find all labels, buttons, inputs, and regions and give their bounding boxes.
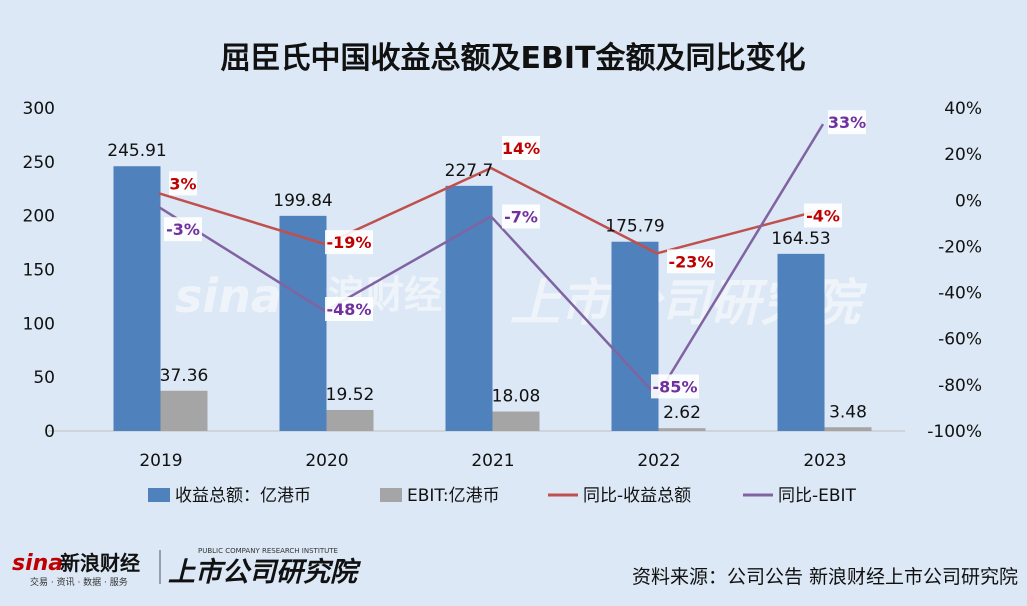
data-label-revenue: 199.84 bbox=[273, 191, 332, 211]
bar-ebit bbox=[326, 409, 374, 431]
x-tick-label: 2019 bbox=[139, 451, 182, 471]
bar-ebit bbox=[492, 411, 540, 431]
legend-swatch-revenue bbox=[148, 488, 170, 502]
data-label-ebit-yoy: -7% bbox=[504, 207, 538, 226]
watermark: sina 新浪财经 上市公司研究院 bbox=[175, 269, 868, 332]
watermark-sina-text: sina bbox=[175, 269, 282, 323]
data-label-revenue: 175.79 bbox=[605, 217, 664, 237]
y-left-tick-label: 200 bbox=[23, 207, 55, 227]
y-right-tick-label: -60% bbox=[938, 330, 982, 350]
data-label-bg-revenue-yoy bbox=[325, 230, 373, 255]
data-label-bg-revenue-yoy bbox=[667, 249, 715, 274]
y-right-tick-label: -80% bbox=[938, 376, 982, 396]
line-ebit-yoy bbox=[158, 123, 825, 398]
data-label-revenue-yoy: -23% bbox=[669, 252, 714, 271]
bar-revenue bbox=[611, 241, 659, 431]
data-label-ebit: 2.62 bbox=[663, 403, 701, 423]
y-left-tick-label: 300 bbox=[23, 99, 55, 119]
legend-label-revenue: 收益总额：亿港币 bbox=[175, 486, 311, 506]
data-label-ebit-yoy: -48% bbox=[327, 300, 372, 319]
bars bbox=[113, 166, 872, 432]
y-left-tick-label: 50 bbox=[33, 368, 55, 388]
research-logo: PUBLIC COMPANY RESEARCH INSTITUTE 上市公司研究… bbox=[168, 547, 362, 588]
data-label-ebit-yoy: -3% bbox=[166, 220, 200, 239]
lines bbox=[158, 123, 825, 398]
x-tick-label: 2020 bbox=[305, 451, 348, 471]
research-logo-text: 上市公司研究院 bbox=[168, 557, 362, 588]
bar-revenue bbox=[777, 253, 825, 431]
bar-ebit bbox=[160, 390, 208, 431]
y-left-tick-label: 250 bbox=[23, 153, 55, 173]
bar-ebit bbox=[658, 428, 706, 431]
data-label-ebit: 3.48 bbox=[829, 402, 867, 422]
data-label-ebit: 19.52 bbox=[326, 385, 375, 405]
data-label-bg-ebit-yoy bbox=[325, 297, 373, 322]
data-label-bg-revenue-yoy bbox=[169, 171, 197, 196]
sina-logo-text: sina bbox=[12, 551, 63, 576]
data-label-bg-ebit-yoy bbox=[651, 374, 699, 399]
data-label-bg-ebit-yoy bbox=[164, 217, 202, 242]
y-right-tick-label: -40% bbox=[938, 284, 982, 304]
data-label-revenue: 245.91 bbox=[107, 141, 166, 161]
data-label-ebit: 18.08 bbox=[492, 387, 541, 407]
legend: 收益总额：亿港币 EBIT:亿港币 同比-收益总额 同比-EBIT bbox=[148, 486, 857, 506]
y-left-tick-label: 100 bbox=[23, 314, 55, 334]
source-note: 资料来源：公司公告 新浪财经上市公司研究院 bbox=[632, 566, 1018, 588]
sina-finance-text: 新浪财经 bbox=[60, 551, 140, 575]
data-label-ebit: 37.36 bbox=[160, 366, 209, 386]
legend-label-ebit-yoy: 同比-EBIT bbox=[778, 486, 857, 506]
bar-revenue bbox=[445, 185, 493, 431]
bar-revenue bbox=[113, 166, 161, 432]
research-logo-en: PUBLIC COMPANY RESEARCH INSTITUTE bbox=[198, 547, 338, 555]
y-right-tick-label: -20% bbox=[938, 237, 982, 257]
data-label-ebit-yoy: 33% bbox=[828, 113, 866, 132]
data-label-bg-revenue-yoy bbox=[502, 135, 540, 160]
data-label-bg-revenue-yoy bbox=[804, 203, 842, 228]
y-right-tick-label: 40% bbox=[944, 99, 982, 119]
bar-ebit bbox=[824, 427, 872, 431]
line-revenue-yoy bbox=[158, 166, 824, 255]
y-right-tick-label: 0% bbox=[955, 191, 982, 211]
sina-tagline: 交易 · 资讯 · 数据 · 服务 bbox=[30, 576, 128, 588]
sina-logo: sina 新浪财经 交易 · 资讯 · 数据 · 服务 bbox=[12, 551, 140, 588]
data-label-revenue-yoy: 3% bbox=[169, 174, 196, 193]
x-tick-label: 2021 bbox=[471, 451, 514, 471]
bar-revenue bbox=[279, 215, 327, 431]
data-label-bg-ebit-yoy bbox=[828, 110, 866, 135]
data-label-revenue-yoy: -4% bbox=[806, 207, 840, 226]
x-tick-label: 2022 bbox=[637, 451, 680, 471]
data-label-revenue-yoy: -19% bbox=[327, 233, 372, 252]
data-label-revenue: 227.7 bbox=[445, 161, 494, 181]
y-left-tick-label: 0 bbox=[44, 422, 55, 442]
footer: sina 新浪财经 交易 · 资讯 · 数据 · 服务 PUBLIC COMPA… bbox=[12, 547, 1018, 588]
legend-label-ebit: EBIT:亿港币 bbox=[407, 486, 500, 506]
chart-title: 屈臣氏中国收益总额及EBIT金额及同比变化 bbox=[221, 41, 806, 76]
x-tick-label: 2023 bbox=[803, 451, 846, 471]
legend-label-revenue-yoy: 同比-收益总额 bbox=[583, 486, 691, 506]
y-left-tick-label: 150 bbox=[23, 261, 55, 281]
y-right-tick-label: 20% bbox=[944, 145, 982, 165]
data-label-revenue-yoy: 14% bbox=[502, 139, 540, 158]
data-label-revenue: 164.53 bbox=[771, 229, 830, 249]
legend-swatch-ebit bbox=[380, 488, 402, 502]
y-right-tick-label: -100% bbox=[927, 422, 982, 442]
axes: 0 50 100 150 200 250 300 -100% -80% -60% -40% -20% 0… bbox=[23, 99, 982, 471]
data-label-ebit-yoy: -85% bbox=[653, 377, 698, 396]
data-labels: 245.91 199.84 227.7 175.79 164.53 37.36 19.52 1… bbox=[107, 110, 867, 423]
data-label-bg-ebit-yoy bbox=[502, 204, 540, 229]
